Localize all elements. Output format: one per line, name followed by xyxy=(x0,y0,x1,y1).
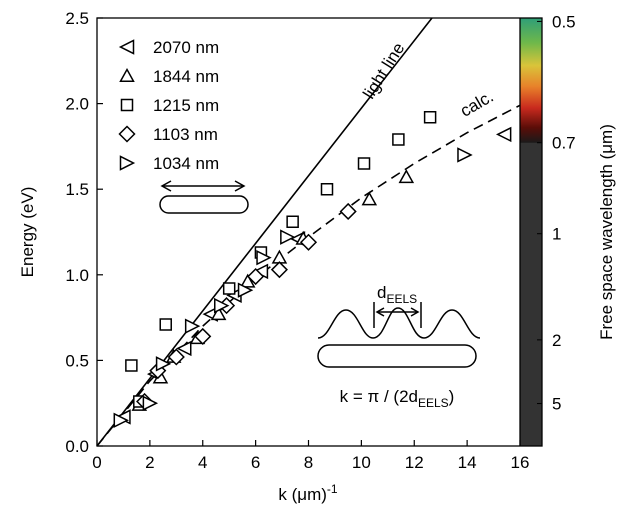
y-tick-label: 2.0 xyxy=(65,95,89,114)
legend-marker xyxy=(119,67,135,82)
y-axis-label: Energy (eV) xyxy=(18,187,37,278)
data-point xyxy=(457,147,473,163)
y-tick-label: 1.0 xyxy=(65,266,89,285)
y-tick-label: 0.0 xyxy=(65,437,89,456)
legend-marker xyxy=(118,39,135,55)
data-point xyxy=(280,229,296,245)
data-point xyxy=(256,249,272,266)
y2-tick-label: 1 xyxy=(552,225,561,244)
y-tick-label: 1.5 xyxy=(65,180,89,199)
data-point xyxy=(155,356,172,372)
y-tick-label: 0.5 xyxy=(65,351,89,370)
x-tick-label: 10 xyxy=(352,453,371,472)
legend-marker xyxy=(118,125,136,143)
colorbar-spectrum xyxy=(520,18,542,143)
legend-label: 1215 nm xyxy=(153,96,219,115)
legend-label: 1844 nm xyxy=(153,67,219,86)
y2-axis-label: Free space wavelength (μm) xyxy=(597,124,616,340)
data-point xyxy=(184,318,201,334)
x-tick-label: 2 xyxy=(145,453,154,472)
legend-label: 2070 nm xyxy=(153,38,219,57)
data-point xyxy=(339,202,357,221)
data-point xyxy=(176,340,192,357)
x-tick-label: 12 xyxy=(405,453,424,472)
data-point xyxy=(125,359,138,372)
data-point xyxy=(398,169,415,184)
legend-icon xyxy=(159,180,249,214)
legend-label: 1103 nm xyxy=(153,125,218,144)
data-point xyxy=(237,282,254,298)
data-point xyxy=(357,157,371,170)
legend-marker xyxy=(120,98,134,112)
legend-label: 1034 nm xyxy=(153,154,219,173)
data-point xyxy=(239,273,256,288)
inset-label: dEELS xyxy=(377,283,417,306)
x-label-main: k (μm) xyxy=(278,485,327,504)
line-label: light line xyxy=(359,39,408,102)
inset-label-sub: EELS xyxy=(386,292,417,306)
data-point xyxy=(142,395,159,411)
x-tick-label: 4 xyxy=(198,453,207,472)
data-point xyxy=(167,348,185,366)
data-point xyxy=(214,297,230,314)
line-label: calc. xyxy=(457,87,497,121)
y2-tick-label: 5 xyxy=(552,395,561,414)
data-point xyxy=(299,233,318,251)
y2-tick-label: 2 xyxy=(552,331,561,350)
formula-end: ) xyxy=(449,387,455,406)
inset-label-main: d xyxy=(377,283,386,302)
x-tick-label: 14 xyxy=(458,453,477,472)
wave-inset xyxy=(317,302,481,368)
y2-tick-label: 0.7 xyxy=(552,134,576,153)
x-tick-label: 0 xyxy=(92,453,101,472)
data-point xyxy=(495,126,512,143)
formula-main: k = π / (2d xyxy=(340,387,418,406)
x-label-sup: -1 xyxy=(327,482,338,496)
data-point xyxy=(270,261,288,279)
data-point xyxy=(247,267,265,286)
formula-sub: EELS xyxy=(418,396,449,410)
data-point xyxy=(194,327,212,345)
data-point xyxy=(423,111,437,124)
data-point xyxy=(392,133,405,146)
data-point xyxy=(222,282,236,295)
model-line xyxy=(96,104,521,447)
data-point xyxy=(361,191,378,206)
y-tick-label: 2.5 xyxy=(65,9,89,28)
x-tick-label: 16 xyxy=(511,453,530,472)
legend-marker xyxy=(119,155,136,171)
data-point xyxy=(159,318,172,331)
plot-frame xyxy=(96,17,543,447)
data-point xyxy=(320,182,334,196)
data-point xyxy=(286,215,299,228)
x-axis-label: k (μm)-1 xyxy=(278,482,338,504)
data-point xyxy=(113,412,129,429)
inset-formula: k = π / (2dEELS) xyxy=(340,387,455,410)
x-tick-label: 6 xyxy=(251,453,260,472)
data-point xyxy=(210,306,227,321)
x-tick-label: 8 xyxy=(304,453,313,472)
y2-tick-label: 0.5 xyxy=(552,12,576,31)
